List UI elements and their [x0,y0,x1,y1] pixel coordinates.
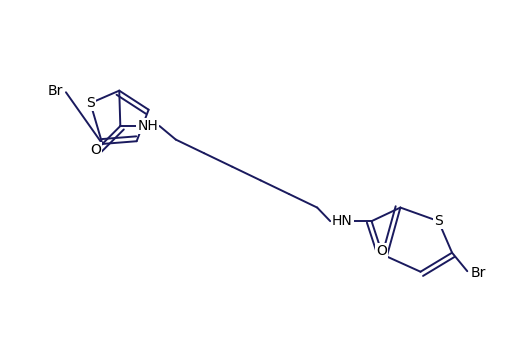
Text: NH: NH [137,119,158,133]
Text: Br: Br [47,84,63,98]
Text: S: S [86,96,95,110]
Text: HN: HN [332,214,353,228]
Text: O: O [91,143,102,158]
Text: Br: Br [470,266,486,280]
Text: S: S [434,214,443,228]
Text: O: O [376,244,387,258]
